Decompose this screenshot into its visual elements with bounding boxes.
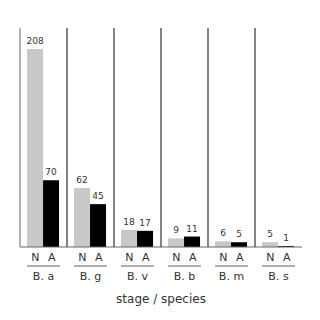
svg-text:5: 5 <box>267 229 273 239</box>
svg-text:6: 6 <box>220 228 226 238</box>
svg-text:17: 17 <box>139 218 150 228</box>
svg-text:9: 9 <box>173 225 179 235</box>
svg-text:11: 11 <box>186 224 197 234</box>
svg-text:B. g: B. g <box>80 270 102 283</box>
svg-text:N: N <box>31 251 39 264</box>
svg-text:A: A <box>48 251 56 264</box>
svg-text:208: 208 <box>26 36 43 46</box>
svg-text:B. a: B. a <box>33 270 54 283</box>
svg-text:5: 5 <box>236 229 242 239</box>
svg-text:N: N <box>172 251 180 264</box>
svg-text:N: N <box>78 251 86 264</box>
svg-text:A: A <box>95 251 103 264</box>
svg-text:B. s: B. s <box>268 270 289 283</box>
svg-text:A: A <box>236 251 244 264</box>
svg-text:N: N <box>266 251 274 264</box>
svg-text:45: 45 <box>92 191 103 201</box>
svg-text:B. b: B. b <box>174 270 196 283</box>
svg-text:stage / species: stage / species <box>116 292 206 306</box>
svg-text:B. m: B. m <box>219 270 244 283</box>
svg-text:N: N <box>125 251 133 264</box>
svg-text:18: 18 <box>123 217 135 227</box>
svg-text:A: A <box>142 251 150 264</box>
svg-text:1: 1 <box>283 233 289 243</box>
svg-text:A: A <box>189 251 197 264</box>
svg-text:A: A <box>283 251 291 264</box>
svg-text:B. v: B. v <box>127 270 149 283</box>
svg-text:70: 70 <box>45 167 57 177</box>
svg-text:62: 62 <box>76 175 87 185</box>
svg-text:N: N <box>219 251 227 264</box>
